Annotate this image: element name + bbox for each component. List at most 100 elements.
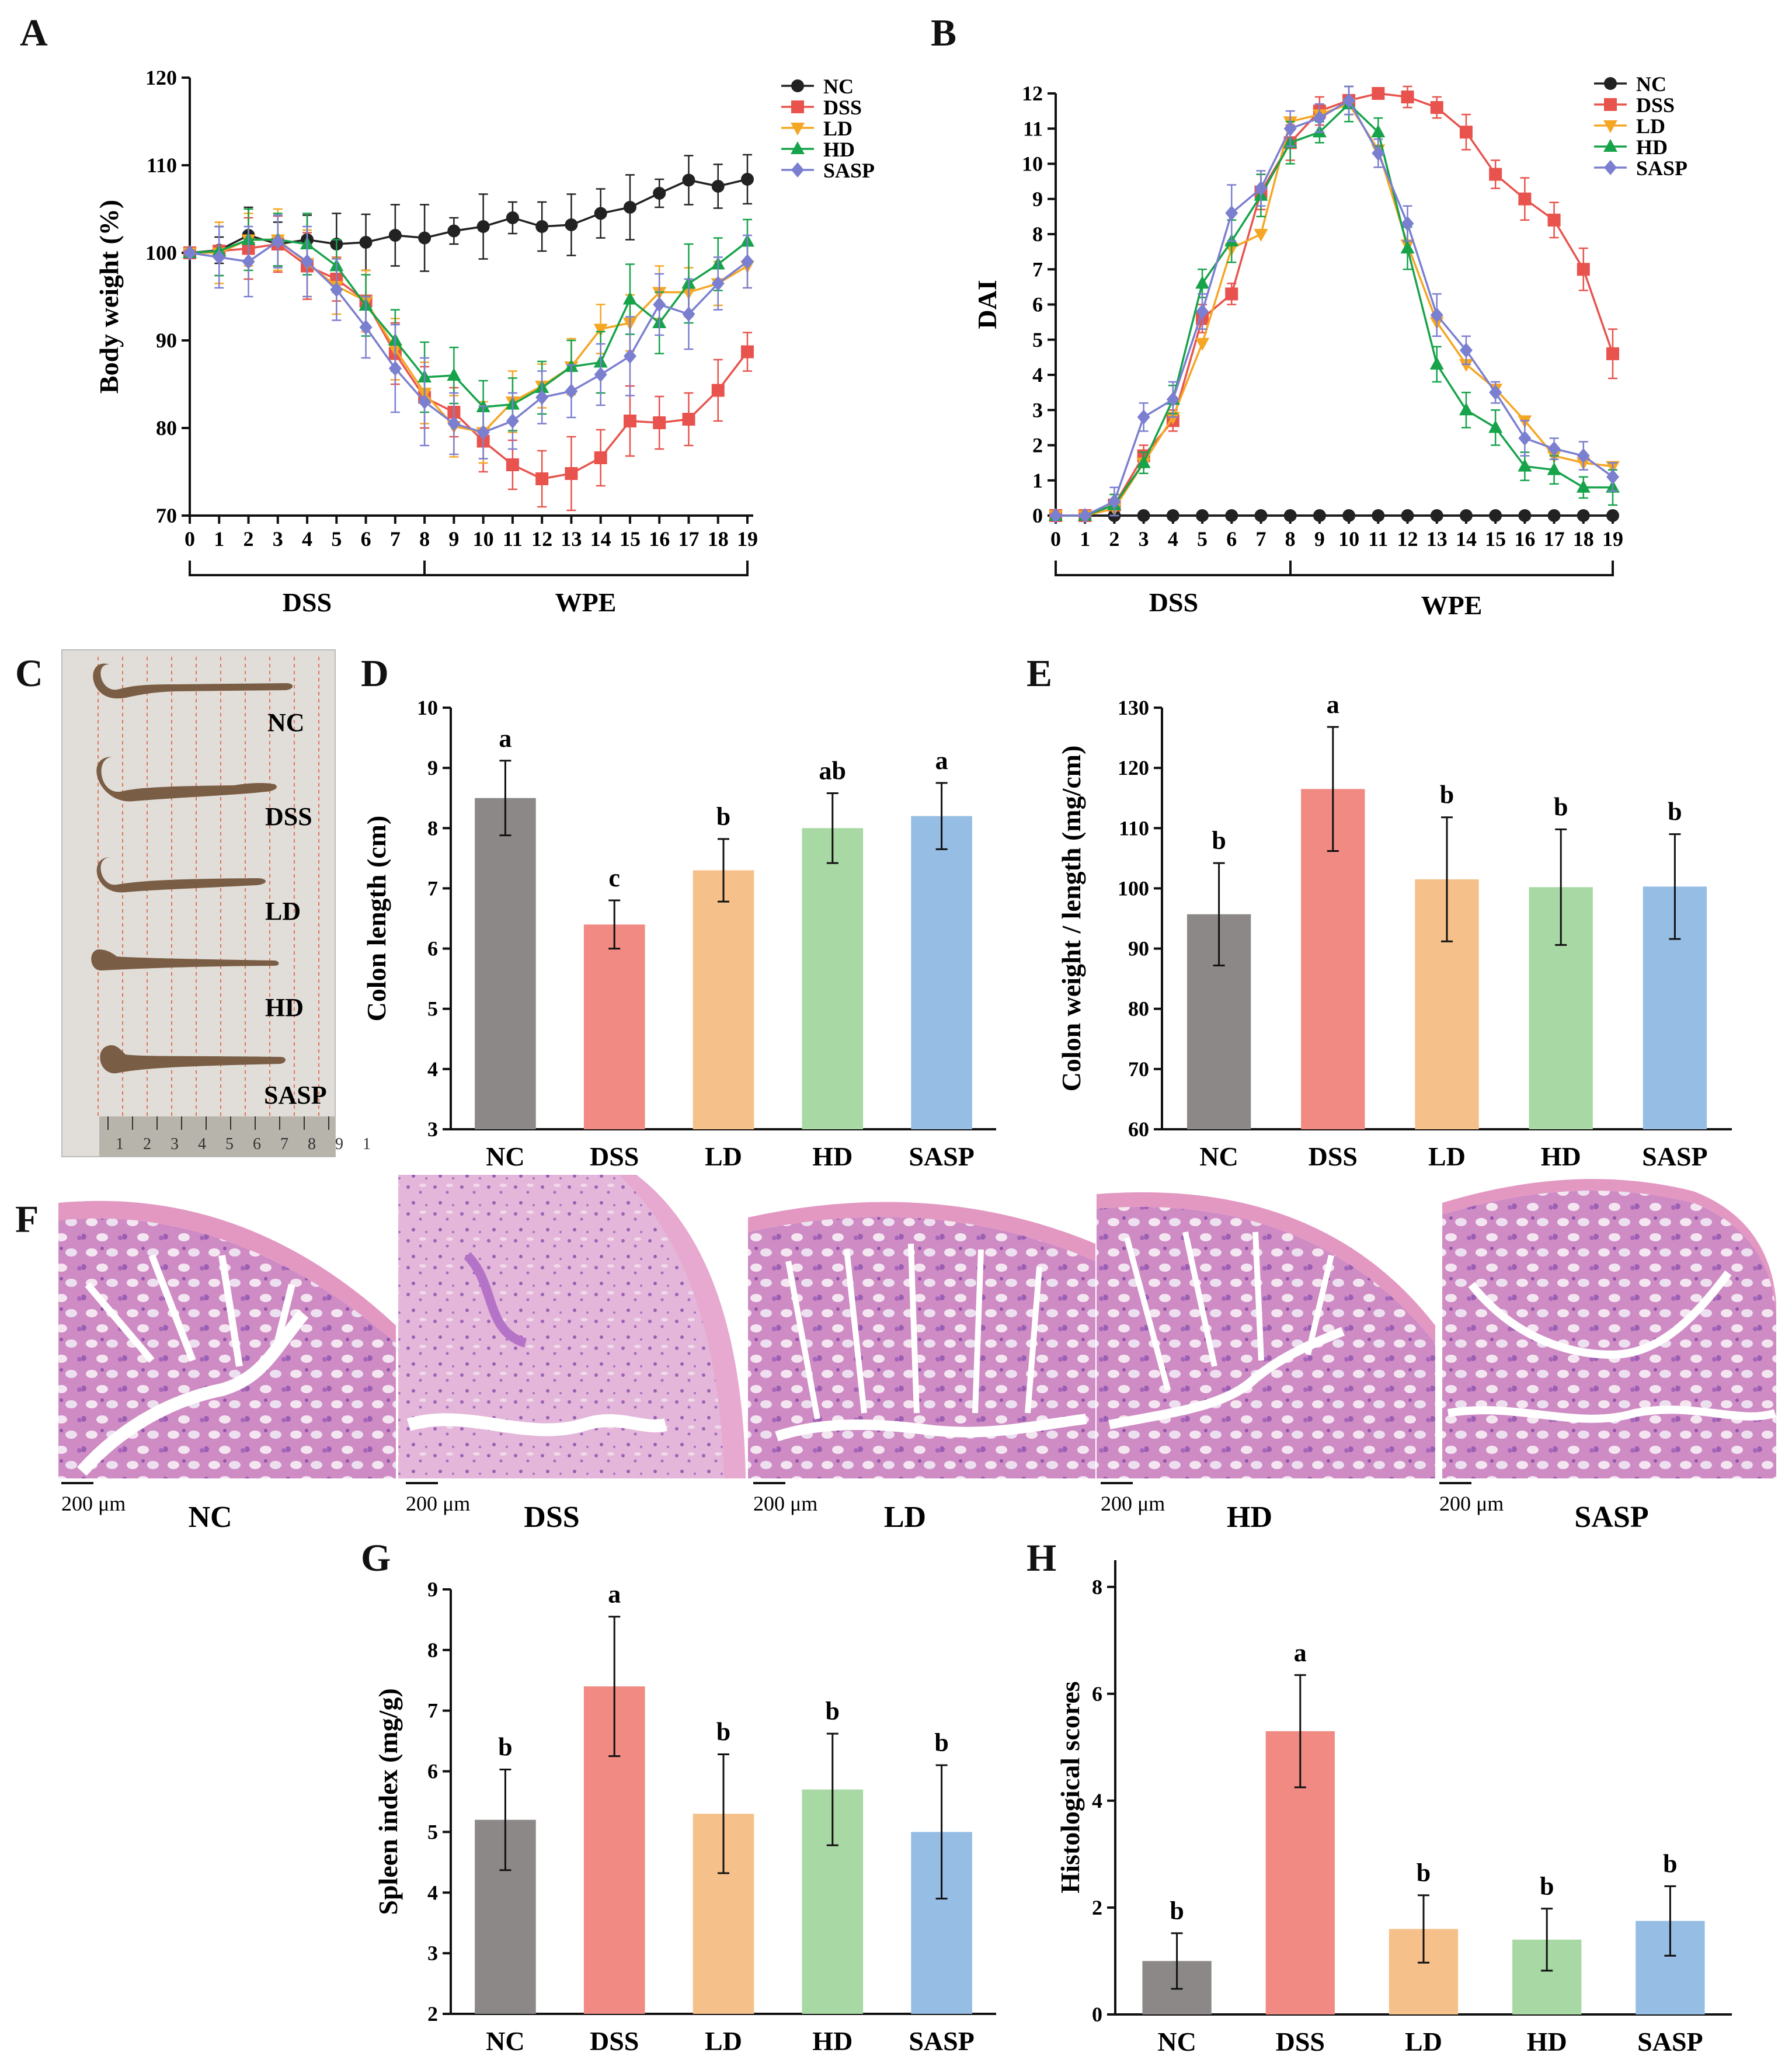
x-tick-label: 6 [361, 527, 371, 551]
x-tick-label: 4 [1168, 527, 1178, 551]
data-point [1577, 263, 1590, 276]
x-tick-label: 9 [1314, 527, 1325, 551]
series-line [189, 238, 749, 408]
data-point [1195, 337, 1210, 351]
x-tick-label: NC [1199, 1142, 1238, 1171]
data-point [1342, 93, 1356, 109]
significance-letter: b [1540, 1872, 1554, 1901]
data-point [741, 173, 754, 186]
data-point [622, 291, 637, 305]
legend-marker [791, 100, 804, 113]
y-tick-label: 70 [1128, 1057, 1149, 1081]
data-point [1459, 402, 1473, 416]
x-tick-label: 14 [1456, 527, 1477, 551]
legend-marker [1603, 139, 1617, 152]
x-tick-label: NC [1157, 2027, 1196, 2056]
data-point [388, 229, 402, 242]
panel-label-d: D [361, 652, 389, 695]
data-point [535, 389, 549, 405]
data-point [359, 319, 373, 335]
significance-letter: b [716, 1717, 730, 1746]
series-ld [1049, 99, 1620, 523]
data-point [1429, 356, 1444, 370]
data-point [1459, 509, 1473, 522]
histology-panel-ld: 200 μm LD [748, 1175, 1095, 1534]
y-axis-label: Spleen index (mg/g) [373, 1688, 403, 1915]
series-line [1056, 102, 1613, 517]
data-point [682, 173, 695, 187]
x-tick-label: DSS [1276, 2027, 1325, 2056]
data-point [271, 234, 284, 249]
y-axis-label: Colon length (cm) [361, 816, 391, 1022]
significance-letter: b [1212, 826, 1226, 855]
data-point [330, 282, 343, 297]
photo-label-sasp: SASP [264, 1081, 327, 1109]
data-point [418, 394, 432, 409]
x-tick-label: LD [705, 2026, 742, 2056]
data-point [418, 231, 432, 245]
panel-label-g: G [361, 1537, 391, 1579]
data-point [1313, 110, 1326, 126]
data-point [1137, 509, 1150, 522]
y-tick-label: 80 [156, 416, 177, 440]
x-tick-label: 3 [273, 527, 283, 551]
data-point [1547, 462, 1561, 475]
photo-label-dss: DSS [265, 802, 312, 831]
data-point [594, 451, 607, 464]
data-point [447, 416, 461, 432]
series-nc [183, 154, 754, 276]
x-tick-label: SASP [1637, 2027, 1703, 2056]
y-tick-label: 8 [1092, 1575, 1102, 1599]
data-point [1577, 448, 1590, 464]
x-tick-label: HD [812, 1142, 852, 1171]
data-point [623, 415, 636, 427]
histology-label-hd: HD [1227, 1501, 1272, 1534]
data-point [1401, 509, 1414, 522]
x-tick-label: 19 [1602, 527, 1623, 551]
data-point [1401, 215, 1414, 231]
data-point [1283, 509, 1297, 522]
panel-label-f: F [15, 1198, 39, 1241]
data-point [1430, 307, 1443, 323]
significance-letter: b [1663, 1849, 1677, 1878]
colon-length-bar-chart: 3 4 5 6 7 8 9 10 Colon length (cm) a NC c DSS b LD ab HD… [361, 696, 996, 1171]
x-tick-label: 16 [649, 527, 670, 551]
y-tick-label: 110 [147, 154, 177, 177]
data-point [1489, 168, 1502, 181]
data-point [476, 220, 490, 233]
x-tick-label: 10 [1338, 527, 1359, 551]
y-tick-label: 5 [1032, 328, 1043, 352]
y-axis-label: Colon weight / length (mg/cm) [1056, 746, 1086, 1092]
data-point [1459, 342, 1473, 358]
x-tick-label: 10 [473, 527, 494, 551]
series-line [190, 238, 748, 434]
data-point [1283, 121, 1297, 137]
scale-bar-sasp: 200 μm [1439, 1492, 1504, 1515]
significance-letter: b [826, 1697, 840, 1725]
legend-label-ld: LD [1636, 114, 1665, 138]
x-tick-label: 8 [1285, 527, 1296, 551]
data-point [1372, 87, 1385, 100]
phase-label-wpe-b: WPE [1421, 590, 1483, 620]
x-tick-label: 18 [1573, 527, 1594, 551]
y-tick-label: 5 [427, 997, 438, 1021]
x-tick-label: 15 [620, 527, 641, 551]
data-point [565, 384, 578, 399]
y-tick-label: 8 [427, 816, 438, 840]
x-tick-label: 13 [1426, 527, 1447, 551]
data-point [1342, 509, 1356, 522]
significance-letter: b [716, 802, 730, 831]
x-tick-label: 14 [590, 527, 611, 551]
significance-letter: b [1668, 798, 1682, 826]
series-sasp [1049, 85, 1619, 523]
y-tick-label: 9 [427, 756, 438, 780]
data-point [594, 207, 607, 220]
y-tick-label: 11 [1023, 117, 1043, 140]
legend-label-hd: HD [823, 138, 855, 161]
data-point [1459, 359, 1473, 372]
panel-label-e: E [1027, 652, 1052, 695]
y-tick-label: 110 [1119, 816, 1149, 840]
